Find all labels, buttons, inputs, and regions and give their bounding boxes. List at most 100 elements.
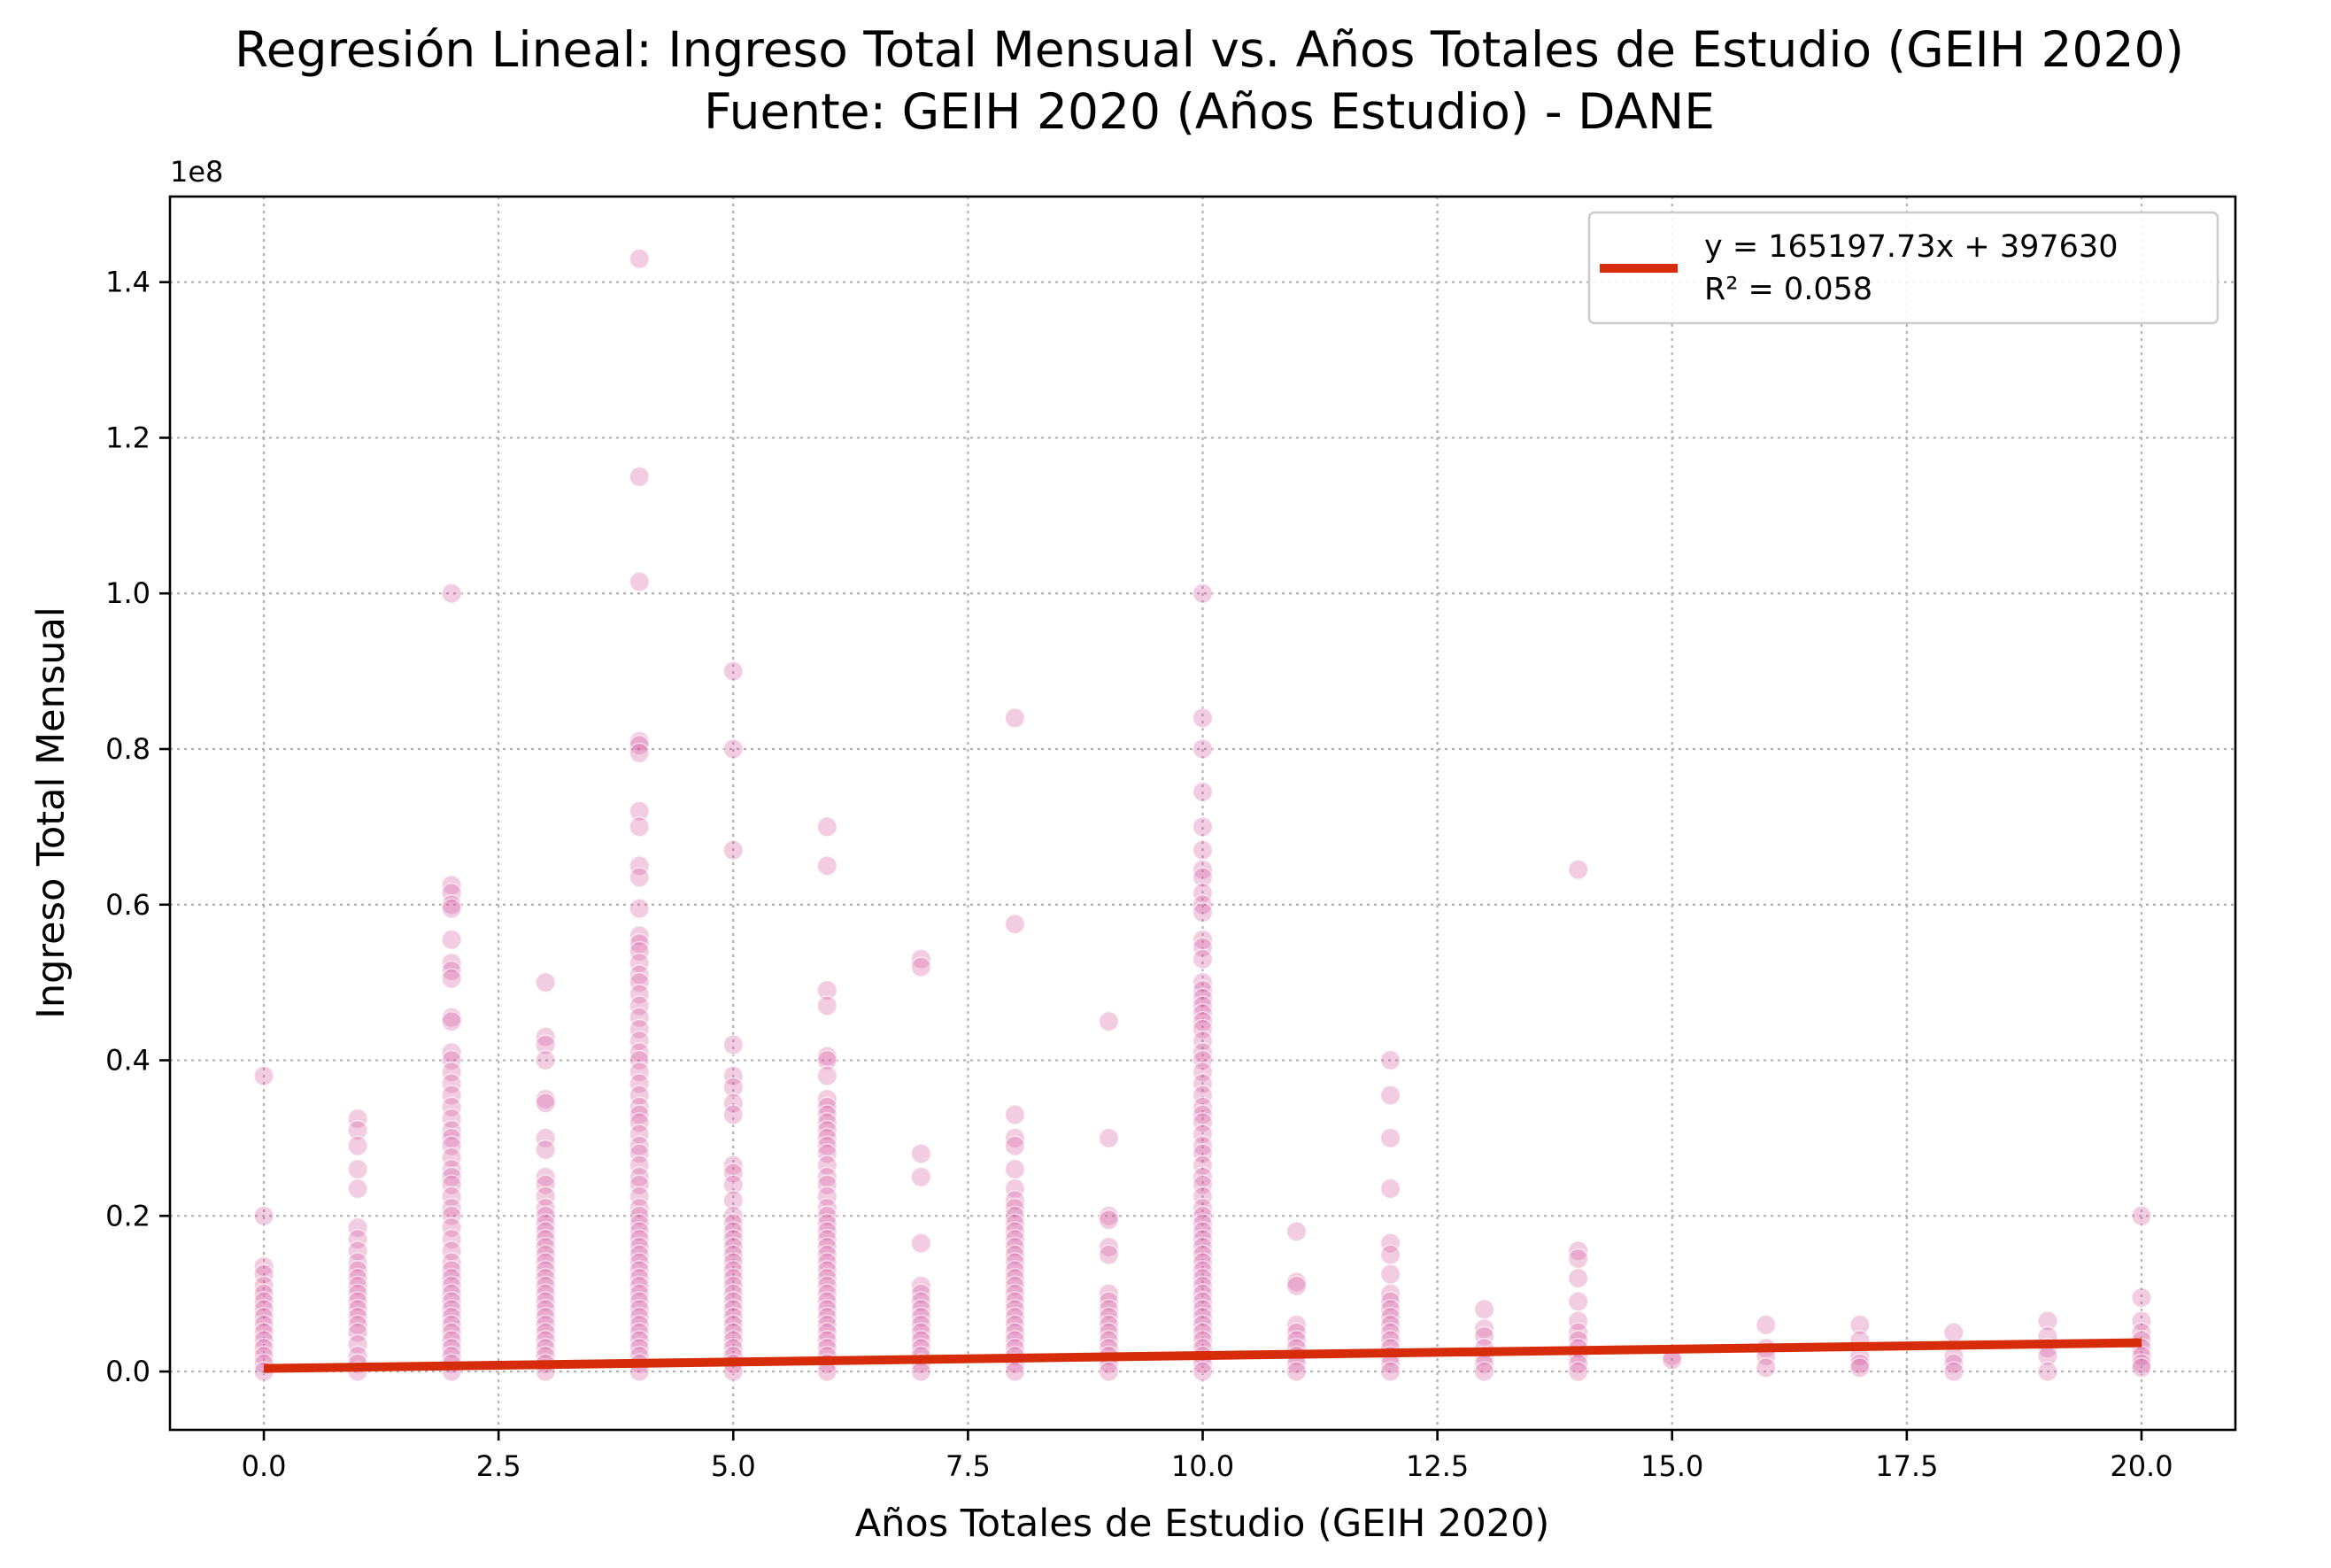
scatter-point [722,738,745,760]
scatter-point [1849,1356,1871,1379]
scatter-point [816,1314,838,1336]
scatter-point [629,1267,650,1289]
scatter-point [1192,1213,1214,1234]
scatter-point [1192,1003,1214,1024]
scatter-point [1756,1356,1777,1379]
grid-layer [170,197,2235,1430]
scatter-point [629,1275,650,1297]
scatter-point [441,1275,462,1297]
x-tick-label: 17.5 [1875,1449,1938,1483]
scatter-point [910,956,932,977]
scatter-point [1004,1361,1026,1382]
scatter-point [816,1112,838,1133]
scatter-point [1567,1291,1589,1312]
x-axis-ticks: 0.0 2.5 5.0 7.5 10.0 12.5 15.0 17.5 20.0 [242,1430,2173,1483]
scatter-point [1098,1291,1120,1312]
scatter-point [1192,937,1214,958]
scatter-point [1004,707,1026,729]
scatter-point [1192,1306,1214,1328]
scatter-point [535,1205,556,1227]
scatter-point [535,1260,556,1281]
scatter-point [441,1260,462,1281]
scatter-point [1192,1275,1214,1297]
scatter-point [347,1260,368,1281]
scatter-point [1567,1240,1589,1262]
legend-r-squared: R² = 0.058 [1704,272,1872,307]
x-tick-label: 15.0 [1640,1449,1703,1483]
scatter-point [1004,1306,1026,1328]
y-axis-label: Ingreso Total Mensual [29,606,73,1019]
scatter-point [1849,1314,1871,1336]
scatter-point [1004,1291,1026,1312]
scatter-point [1567,1361,1589,1382]
scatter-point [1567,1247,1589,1270]
scatter-point [1004,1330,1026,1351]
scatter-point [629,1213,650,1234]
scatter-point [253,1205,274,1227]
scatter-point [535,971,556,993]
scatter-point [910,1306,932,1328]
scatter-point [629,1221,650,1242]
scatter-point [629,1228,650,1250]
scatter-point [1098,1306,1120,1328]
scatter-point [2037,1310,2058,1332]
scatter-point [910,948,932,970]
scatter-point [1098,1283,1120,1304]
scatter-point [1004,1322,1026,1343]
scatter-point [910,1314,932,1336]
scatter-point [1192,1314,1214,1336]
scatter-point [629,898,650,919]
scatter-point [441,898,462,919]
scatter-point [629,1049,650,1071]
scatter-point [1192,894,1214,915]
scatter-point [722,1213,745,1234]
scatter-point [629,742,650,764]
scatter-point [1004,1299,1026,1320]
scatter-point [441,1205,462,1227]
x-tick-label: 5.0 [711,1449,756,1483]
scatter-point [816,816,838,838]
scatter-point [441,1314,462,1336]
regression-line-layer [263,1338,2142,1373]
scatter-point [816,1049,838,1071]
scatter-point [816,1260,838,1281]
scatter-point [1098,1244,1120,1266]
scatter-point [535,1337,556,1359]
scatter-point [535,1034,556,1055]
scatter-point [722,839,745,861]
scatter-point [629,1337,650,1359]
scatter-point [1285,1361,1308,1382]
scatter-point [1098,1127,1120,1149]
scatter-point [253,1322,274,1343]
scatter-point [1379,1322,1401,1343]
scatter-point [347,1228,368,1250]
scatter-point [816,1127,838,1149]
scatter-point [441,929,462,951]
scatter-point [535,1236,556,1258]
scatter-point [1192,1330,1214,1351]
scatter-point [816,1252,838,1273]
scatter-point [910,1143,932,1164]
x-tick-label: 20.0 [2110,1449,2173,1483]
scatter-point [1192,1096,1214,1118]
scatter-point [535,1252,556,1273]
scatter-point [253,1291,274,1312]
scatter-point [2131,1356,2152,1379]
legend-box [1587,211,2219,325]
scatter-point [535,1127,556,1149]
scatter-point [347,1291,368,1312]
scatter-point [816,1221,838,1242]
scatter-point [535,1093,556,1114]
scatter-point [1192,1197,1214,1219]
scatter-point [1379,1263,1401,1285]
scatter-point [347,1158,368,1180]
scatter-point [1192,1299,1214,1320]
scatter-point [816,1213,838,1234]
scatter-point [535,1026,556,1047]
scatter-point [441,1174,462,1195]
scatter-point [816,1088,838,1110]
scatter-point [1098,1361,1120,1382]
scatter-point [535,1049,556,1071]
scatter-point [816,1228,838,1250]
